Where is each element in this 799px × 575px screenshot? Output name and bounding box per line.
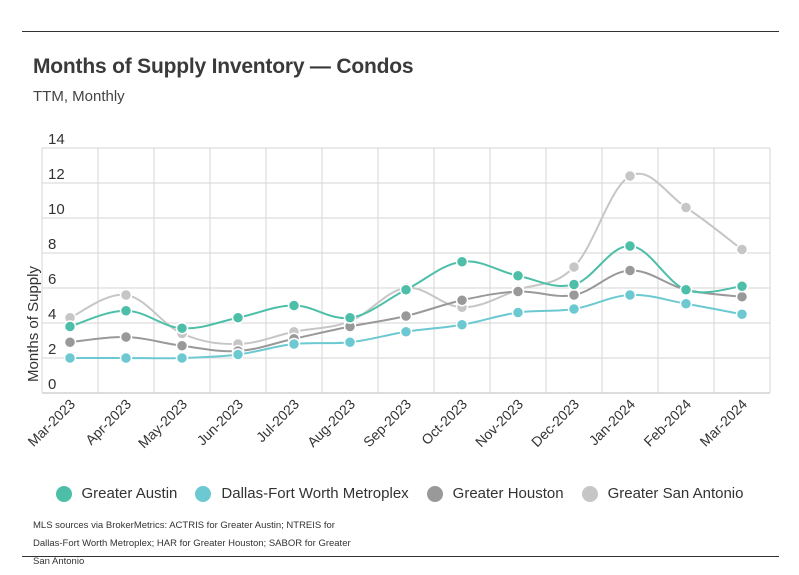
data-point-greater-houston xyxy=(511,285,525,298)
data-point-greater-houston xyxy=(735,290,749,303)
y-tick-label: 10 xyxy=(48,201,65,218)
legend-swatch xyxy=(55,485,72,502)
legend-item: Greater San Antonio xyxy=(581,485,744,502)
data-point-greater-san-antonio xyxy=(735,243,749,256)
data-point-dallas-fort-worth-metroplex xyxy=(231,348,245,361)
legend: Greater Austin Dallas-Fort Worth Metrople… xyxy=(0,485,799,502)
x-tick-label: May-2023 xyxy=(135,396,190,451)
data-point-greater-austin xyxy=(63,320,77,333)
legend-label: Greater Austin xyxy=(81,485,178,502)
data-point-greater-austin xyxy=(231,311,245,324)
y-axis-label: Months of Supply xyxy=(25,266,42,382)
y-axis-ticks: 0 2 4 6 8 10 12 14 xyxy=(48,131,65,393)
data-point-dallas-fort-worth-metroplex xyxy=(287,337,301,351)
x-tick-label: Feb-2024 xyxy=(640,396,694,450)
data-point-dallas-fort-worth-metroplex xyxy=(623,288,637,302)
x-tick-label: Mar-2023 xyxy=(24,396,78,450)
data-point-greater-austin xyxy=(455,255,469,268)
top-rule xyxy=(22,31,779,32)
data-point-greater-houston xyxy=(175,339,189,352)
legend-swatch xyxy=(581,485,598,502)
data-point-greater-austin xyxy=(399,283,413,296)
x-tick-label: Dec-2023 xyxy=(528,396,582,450)
y-tick-label: 0 xyxy=(48,376,56,393)
x-tick-label: Jun-2023 xyxy=(194,396,247,449)
data-point-greater-houston xyxy=(623,264,637,277)
x-tick-label: Jul-2023 xyxy=(253,396,302,445)
data-point-dallas-fort-worth-metroplex xyxy=(119,351,133,365)
data-point-dallas-fort-worth-metroplex xyxy=(735,308,749,321)
data-point-greater-houston xyxy=(455,294,469,307)
x-axis-ticks: Mar-2023 Apr-2023 May-2023 Jun-2023 Jul-2023… xyxy=(24,396,750,451)
data-point-dallas-fort-worth-metroplex xyxy=(679,297,693,310)
data-point-greater-austin xyxy=(511,269,525,282)
data-point-greater-houston xyxy=(119,330,133,344)
legend-label: Greater Houston xyxy=(452,485,564,502)
x-tick-label: Sep-2023 xyxy=(360,396,414,450)
data-point-greater-houston xyxy=(567,288,581,302)
data-point-greater-austin xyxy=(287,299,301,312)
legend-swatch xyxy=(195,485,212,502)
data-point-greater-austin xyxy=(175,322,189,335)
data-point-greater-austin xyxy=(119,304,133,317)
data-point-greater-austin xyxy=(343,311,357,324)
chart-title: Months of Supply Inventory — Condos xyxy=(33,55,414,78)
data-point-greater-san-antonio xyxy=(119,288,133,302)
line-chart: 0 2 4 6 8 10 12 14 Mar-2023 Apr-2023 May-2023 Jun-… xyxy=(24,131,771,451)
legend-item: Greater Houston xyxy=(426,485,564,502)
y-tick-label: 12 xyxy=(48,166,65,183)
x-tick-label: Apr-2023 xyxy=(82,396,134,448)
legend-item: Dallas-Fort Worth Metroplex xyxy=(195,485,409,502)
series-points xyxy=(63,169,749,365)
data-point-greater-austin xyxy=(679,283,693,296)
data-point-dallas-fort-worth-metroplex xyxy=(455,318,469,331)
data-point-dallas-fort-worth-metroplex xyxy=(567,302,581,316)
x-tick-label: Mar-2024 xyxy=(696,396,750,450)
data-point-greater-houston xyxy=(399,309,413,323)
data-point-dallas-fort-worth-metroplex xyxy=(175,351,189,365)
data-point-greater-houston xyxy=(63,336,77,349)
data-point-greater-san-antonio xyxy=(567,260,581,274)
x-tick-label: Aug-2023 xyxy=(304,396,358,450)
data-point-dallas-fort-worth-metroplex xyxy=(343,336,357,349)
chart-subtitle: TTM, Monthly xyxy=(33,88,125,105)
legend-label: Greater San Antonio xyxy=(607,485,744,502)
legend-label: Dallas-Fort Worth Metroplex xyxy=(221,485,409,502)
x-tick-label: Jan-2024 xyxy=(586,396,639,449)
bottom-rule xyxy=(22,556,779,557)
source-note: MLS sources via BrokerMetrics: ACTRIS fo… xyxy=(33,520,351,567)
data-point-dallas-fort-worth-metroplex xyxy=(63,351,77,365)
data-point-greater-austin xyxy=(735,280,749,293)
y-tick-label: 14 xyxy=(48,131,65,148)
y-tick-label: 4 xyxy=(48,306,56,323)
grid-lines xyxy=(41,147,771,394)
legend-item: Greater Austin xyxy=(55,485,178,502)
y-tick-label: 8 xyxy=(48,236,56,253)
data-point-dallas-fort-worth-metroplex xyxy=(511,306,525,319)
data-point-greater-austin xyxy=(567,278,581,291)
legend-swatch xyxy=(426,485,443,502)
data-point-dallas-fort-worth-metroplex xyxy=(399,325,413,338)
data-point-greater-san-antonio xyxy=(679,201,693,214)
data-point-greater-austin xyxy=(623,239,637,253)
y-tick-label: 2 xyxy=(48,341,56,358)
x-tick-label: Oct-2023 xyxy=(418,396,470,448)
y-tick-label: 6 xyxy=(48,271,56,288)
x-tick-label: Nov-2023 xyxy=(472,396,526,450)
data-point-greater-san-antonio xyxy=(623,169,637,183)
